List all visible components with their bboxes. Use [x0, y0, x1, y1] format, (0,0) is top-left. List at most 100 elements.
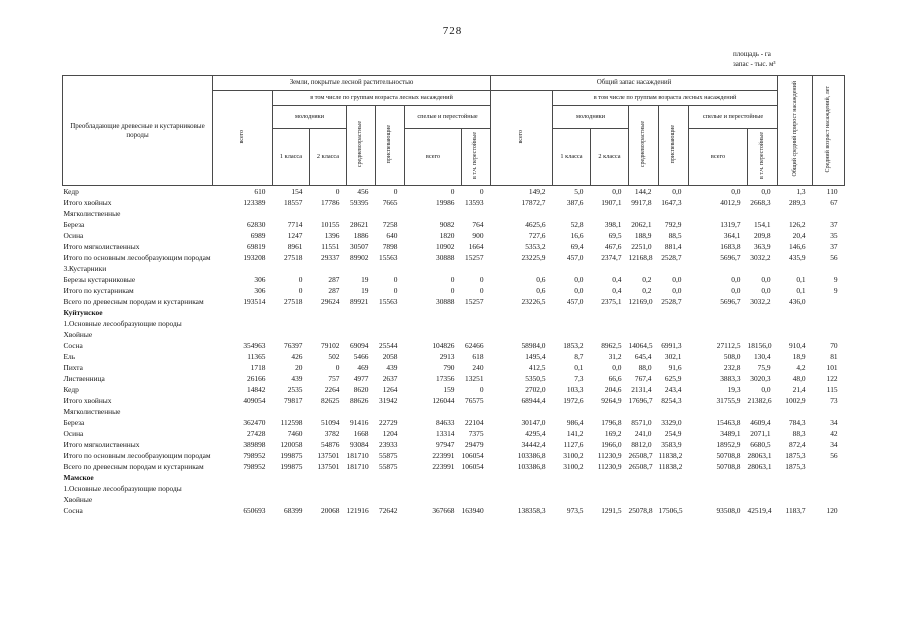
value-cell: 0 [479, 187, 484, 196]
value-cell: 103386,8 [517, 451, 546, 460]
value-cell: 48,0 [792, 374, 806, 383]
value-cell: 2668,3 [750, 198, 771, 207]
value-cell: 0,6 [536, 275, 546, 284]
value-cell: 0,0 [574, 286, 584, 295]
value-cell: 640 [386, 231, 398, 240]
value-cell: 0,0 [761, 286, 771, 295]
value-cell: 0,0 [731, 286, 741, 295]
value-cell: 88,5 [668, 231, 682, 240]
species-name: Пихта [63, 363, 83, 372]
value-cell: 89921 [350, 297, 369, 306]
value-cell: 9 [833, 275, 838, 284]
value-cell: 12168,8 [628, 253, 653, 262]
value-cell: 14064,5 [628, 341, 653, 350]
value-cell: 17506,5 [658, 506, 683, 515]
value-cell: 1396 [324, 231, 340, 240]
value-cell: 1204 [382, 429, 398, 438]
value-cell: 31942 [379, 396, 398, 405]
value-cell: 0 [335, 187, 340, 196]
col-header-area-total: всего [212, 90, 273, 186]
value-cell: 6680,5 [750, 440, 771, 449]
col-header-area-young: молодняки [272, 105, 347, 129]
stock-middle-label: средневозрастные [639, 121, 646, 168]
value-cell: 0 [393, 187, 398, 196]
value-cell: 81 [830, 352, 838, 361]
section-row: Хвойные [63, 329, 845, 340]
value-cell: 34 [830, 418, 838, 427]
value-cell: 223991 [432, 451, 455, 460]
species-row: Березы кустарниковые 306 0 287 19 0 0 0 0,6 0,0 0,… [63, 274, 845, 285]
value-cell: 11838,2 [658, 451, 683, 460]
species-row: Лиственница 26166 439 757 4977 2637 17356 13251… [63, 373, 845, 384]
species-row: Итого по основным лесообразующим породам… [63, 252, 845, 263]
col-header-stock-mature: спелые и перестойные [688, 105, 779, 129]
value-cell: 75,9 [757, 363, 771, 372]
value-cell: 31,2 [608, 352, 622, 361]
value-cell: 0,0 [672, 187, 682, 196]
value-cell [813, 296, 845, 307]
species-row: Кедр 610 154 0 456 0 0 0 149,2 5,0 0,0 144,2 0,0 0,0 0… [63, 186, 845, 198]
value-cell: 362470 [243, 418, 266, 427]
value-cell: 973,5 [566, 506, 584, 515]
value-cell: 42519,4 [747, 506, 772, 515]
value-cell: 25078,8 [628, 506, 653, 515]
species-row: Итого по кустарникам 306 0 287 19 0 0 0 0,6 0,0 0,… [63, 285, 845, 296]
value-cell: 354963 [243, 341, 266, 350]
value-cell: 0,0 [731, 275, 741, 284]
species-name: Итого мягколиственных [63, 242, 140, 251]
value-cell: 241,0 [634, 429, 652, 438]
value-cell: 986,4 [566, 418, 584, 427]
value-cell: 30507 [350, 242, 369, 251]
value-cell: 4609,4 [750, 418, 771, 427]
value-cell: 435,9 [788, 253, 806, 262]
value-cell: 1183,7 [785, 506, 806, 515]
value-cell: 9082 [439, 220, 455, 229]
species-name: Береза [63, 418, 85, 427]
value-cell: 62466 [465, 341, 484, 350]
value-cell: 130,4 [753, 352, 771, 361]
value-cell: 76575 [465, 396, 484, 405]
species-name: Итого по основным лесообразующим породам [63, 451, 211, 460]
species-name: Всего по древесным породам и кустарникам [63, 462, 204, 471]
species-row: Итого хвойных 123389 18557 17786 59395 7665 19… [63, 197, 845, 208]
value-cell: 1291,5 [601, 506, 622, 515]
value-cell: 73 [830, 396, 838, 405]
value-cell: 910,4 [788, 341, 806, 350]
value-cell: 8961 [287, 242, 303, 251]
area-total-label: всего [238, 129, 245, 144]
value-cell: 146,6 [788, 242, 806, 251]
value-cell: 18,9 [792, 352, 806, 361]
value-cell: 17872,7 [521, 198, 546, 207]
value-cell: 29337 [321, 253, 340, 262]
value-cell: 2062,1 [631, 220, 652, 229]
value-cell: 17696,7 [628, 396, 653, 405]
value-cell: 0 [479, 385, 484, 394]
species-row: Итого хвойных 409054 79817 82625 88626 31942 1… [63, 395, 845, 406]
value-cell: 3100,2 [563, 451, 584, 460]
value-cell: 7665 [382, 198, 398, 207]
value-cell: 3100,2 [563, 462, 584, 471]
value-cell: 103,3 [566, 385, 584, 394]
units-area: площадь - га [733, 50, 771, 58]
value-cell: 764 [472, 220, 484, 229]
value-cell: 792,9 [664, 220, 682, 229]
col-header-area-class2: 2 класса [309, 128, 347, 186]
value-cell: 412,5 [528, 363, 546, 372]
table-header: Преобладающие древесные и кустарниковые … [62, 75, 846, 186]
species-name: Сосна [63, 506, 83, 515]
value-cell: 7375 [468, 429, 484, 438]
value-cell: 872,4 [788, 440, 806, 449]
value-cell: 69,5 [608, 231, 622, 240]
species-row: Ель 11365 426 502 5466 2058 2913 618 1495,4 8,7 31… [63, 351, 845, 362]
value-cell: 2251,0 [631, 242, 652, 251]
value-cell: 123389 [243, 198, 266, 207]
value-cell: 457,0 [566, 253, 584, 262]
value-cell: 37 [830, 242, 838, 251]
avg-age-label: Средний возраст насаждений, лет [825, 86, 832, 173]
value-cell: 2071,1 [750, 429, 771, 438]
value-cell: 58984,0 [521, 341, 546, 350]
value-cell: 141,2 [566, 429, 584, 438]
value-cell: 0,0 [731, 187, 741, 196]
value-cell: 29479 [465, 440, 484, 449]
value-cell: 287 [328, 286, 340, 295]
